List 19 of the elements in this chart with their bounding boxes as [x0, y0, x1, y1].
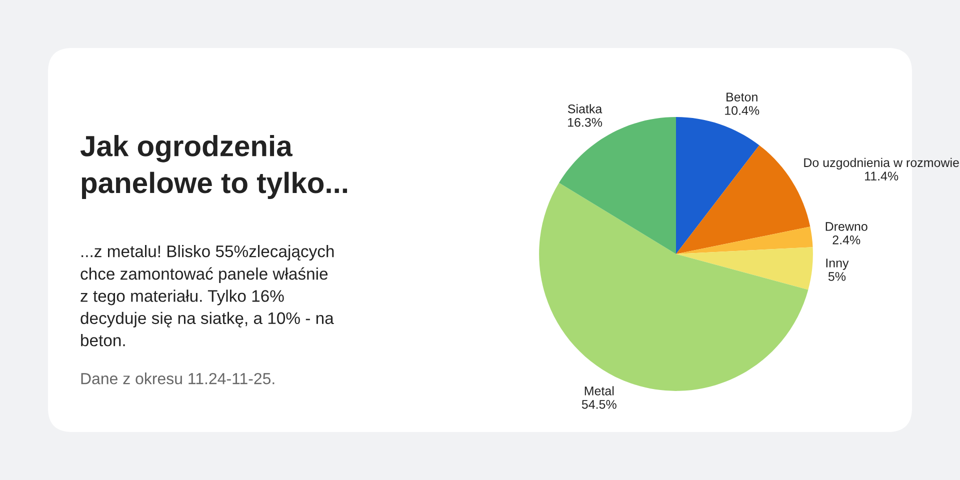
slice-label: Siatka	[568, 104, 602, 114]
data-label: 16.3%	[568, 118, 602, 127]
text: ...z metalu! Blisko 55%zlecających chce zamontować panele właśnie z tego materiału. Tylko 16% decyduje się na siatkę, a 10% - na beton.	[80, 245, 334, 346]
slice-label: Do uzgodnienia w rozmowie	[804, 158, 959, 170]
slice-label: Inny	[826, 258, 849, 270]
text: Jak ogrodzenia panelowe to tylko...	[80, 135, 348, 200]
pie-slice	[676, 247, 813, 290]
data-label: 54.5%	[582, 400, 616, 409]
pie-slice	[559, 117, 676, 254]
data-label: 5%	[828, 272, 846, 281]
data-label: 11.4%	[865, 172, 898, 180]
slice-label: Metal	[584, 386, 614, 396]
slice-label: Drewno	[826, 222, 868, 231]
slice-label: Beton	[726, 92, 758, 102]
pie-slice	[676, 117, 760, 254]
data-label: 10.4%	[725, 106, 760, 115]
data-label: 2.4%	[832, 235, 860, 244]
text: Dane z okresu 11.24-11-25.	[81, 372, 274, 384]
pie-slice	[676, 226, 813, 254]
